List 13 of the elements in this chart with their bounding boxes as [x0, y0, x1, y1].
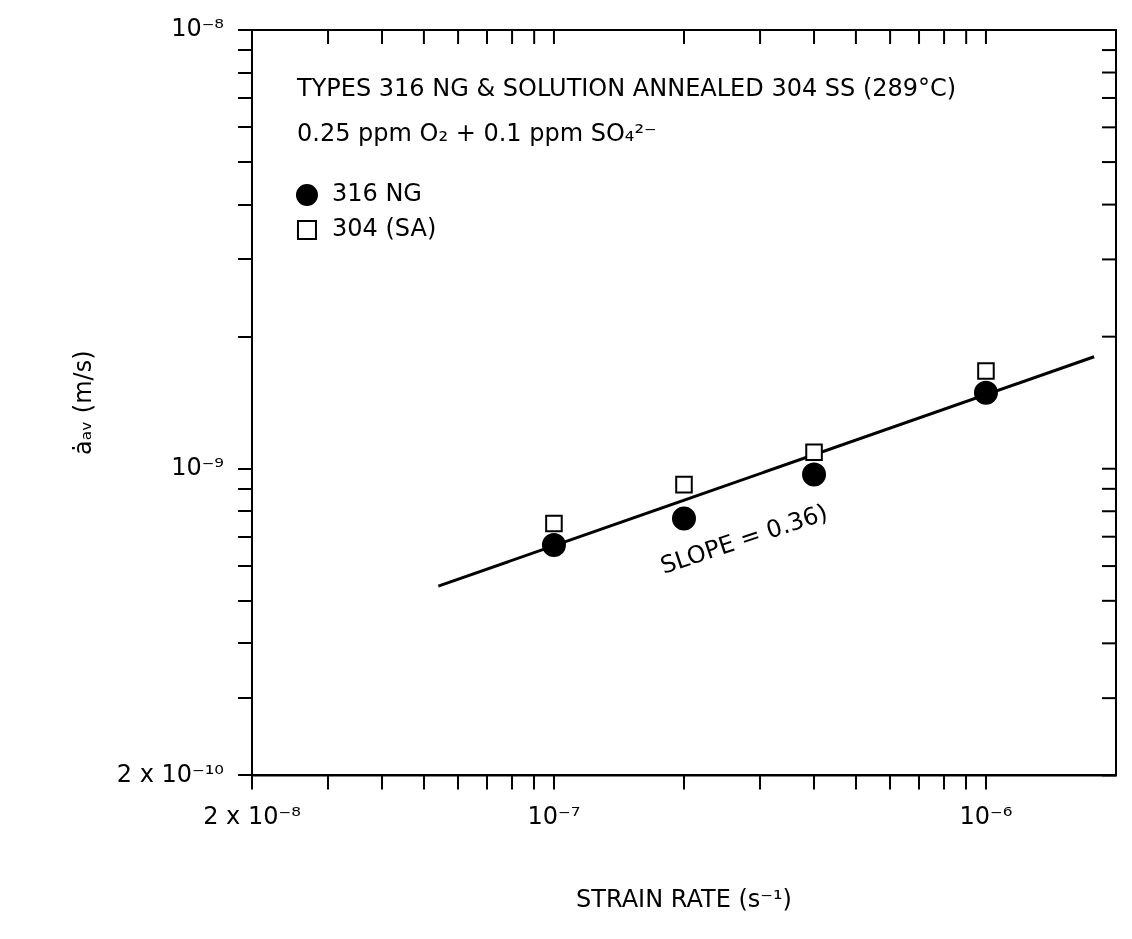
x-tick-label: 10⁻⁶: [959, 802, 1013, 831]
x-tick-label: 2 x 10⁻⁸: [203, 802, 301, 831]
y-tick-label: 10⁻⁸: [171, 14, 224, 43]
annotation: SLOPE = 0.36): [656, 498, 832, 580]
text: 0.25 ppm O₂ + 0.1 ppm SO₄²⁻: [296, 119, 657, 148]
text: TYPES 316 NG & SOLUTION ANNEALED 304 SS (289°C): [295, 74, 957, 103]
y-tick-label: 10⁻⁹: [171, 452, 224, 481]
y-tick-label: 2 x 10⁻¹⁰: [116, 759, 224, 788]
x-tick-label: 10⁻⁷: [527, 802, 581, 831]
legend-label: 304 (SA): [331, 214, 437, 243]
legend-label: 316 NG: [331, 179, 422, 208]
y-axis-title: ȧₐᵥ (m/s): [68, 350, 97, 455]
x-axis-title: STRAIN RATE (s⁻¹): [576, 884, 792, 913]
